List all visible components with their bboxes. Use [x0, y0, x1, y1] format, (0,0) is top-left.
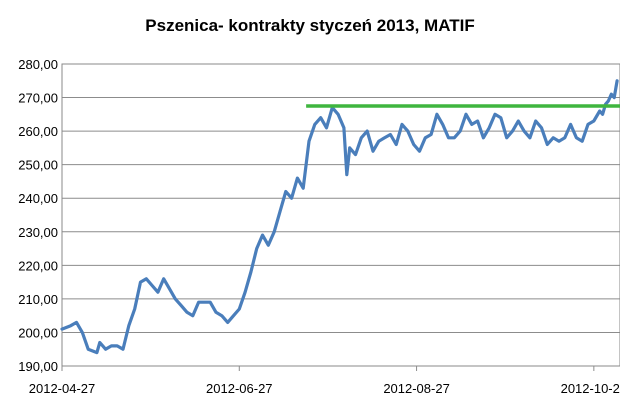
x-tick-label: 2012-04-27: [29, 381, 96, 396]
y-tick-label: 210,00: [18, 292, 58, 307]
y-tick-label: 280,00: [18, 57, 58, 72]
x-tick-label: 2012-10-27: [561, 381, 620, 396]
y-tick-label: 270,00: [18, 91, 58, 106]
y-tick-label: 230,00: [18, 225, 58, 240]
y-tick-label: 250,00: [18, 158, 58, 173]
y-tick-label: 220,00: [18, 258, 58, 273]
y-tick-label: 200,00: [18, 325, 58, 340]
x-axis-tick-labels: 2012-04-27 2012-06-27 2012-08-27 2012-10-27: [29, 366, 620, 396]
y-tick-label: 240,00: [18, 191, 58, 206]
grid-lines: [62, 63, 620, 367]
x-tick-label: 2012-08-27: [383, 381, 450, 396]
y-tick-label: 260,00: [18, 124, 58, 139]
y-tick-label: 190,00: [18, 359, 58, 374]
y-axis-tick-labels: 190,00 200,00 210,00 220,00 230,00 240,00 250,…: [18, 57, 58, 374]
chart-title: Pszenica- kontrakty styczeń 2013, MATIF: [145, 16, 475, 35]
x-tick-label: 2012-06-27: [206, 381, 273, 396]
series-line: [60, 79, 619, 355]
plot-area-frame: [61, 63, 620, 367]
series-layer: [60, 79, 619, 355]
